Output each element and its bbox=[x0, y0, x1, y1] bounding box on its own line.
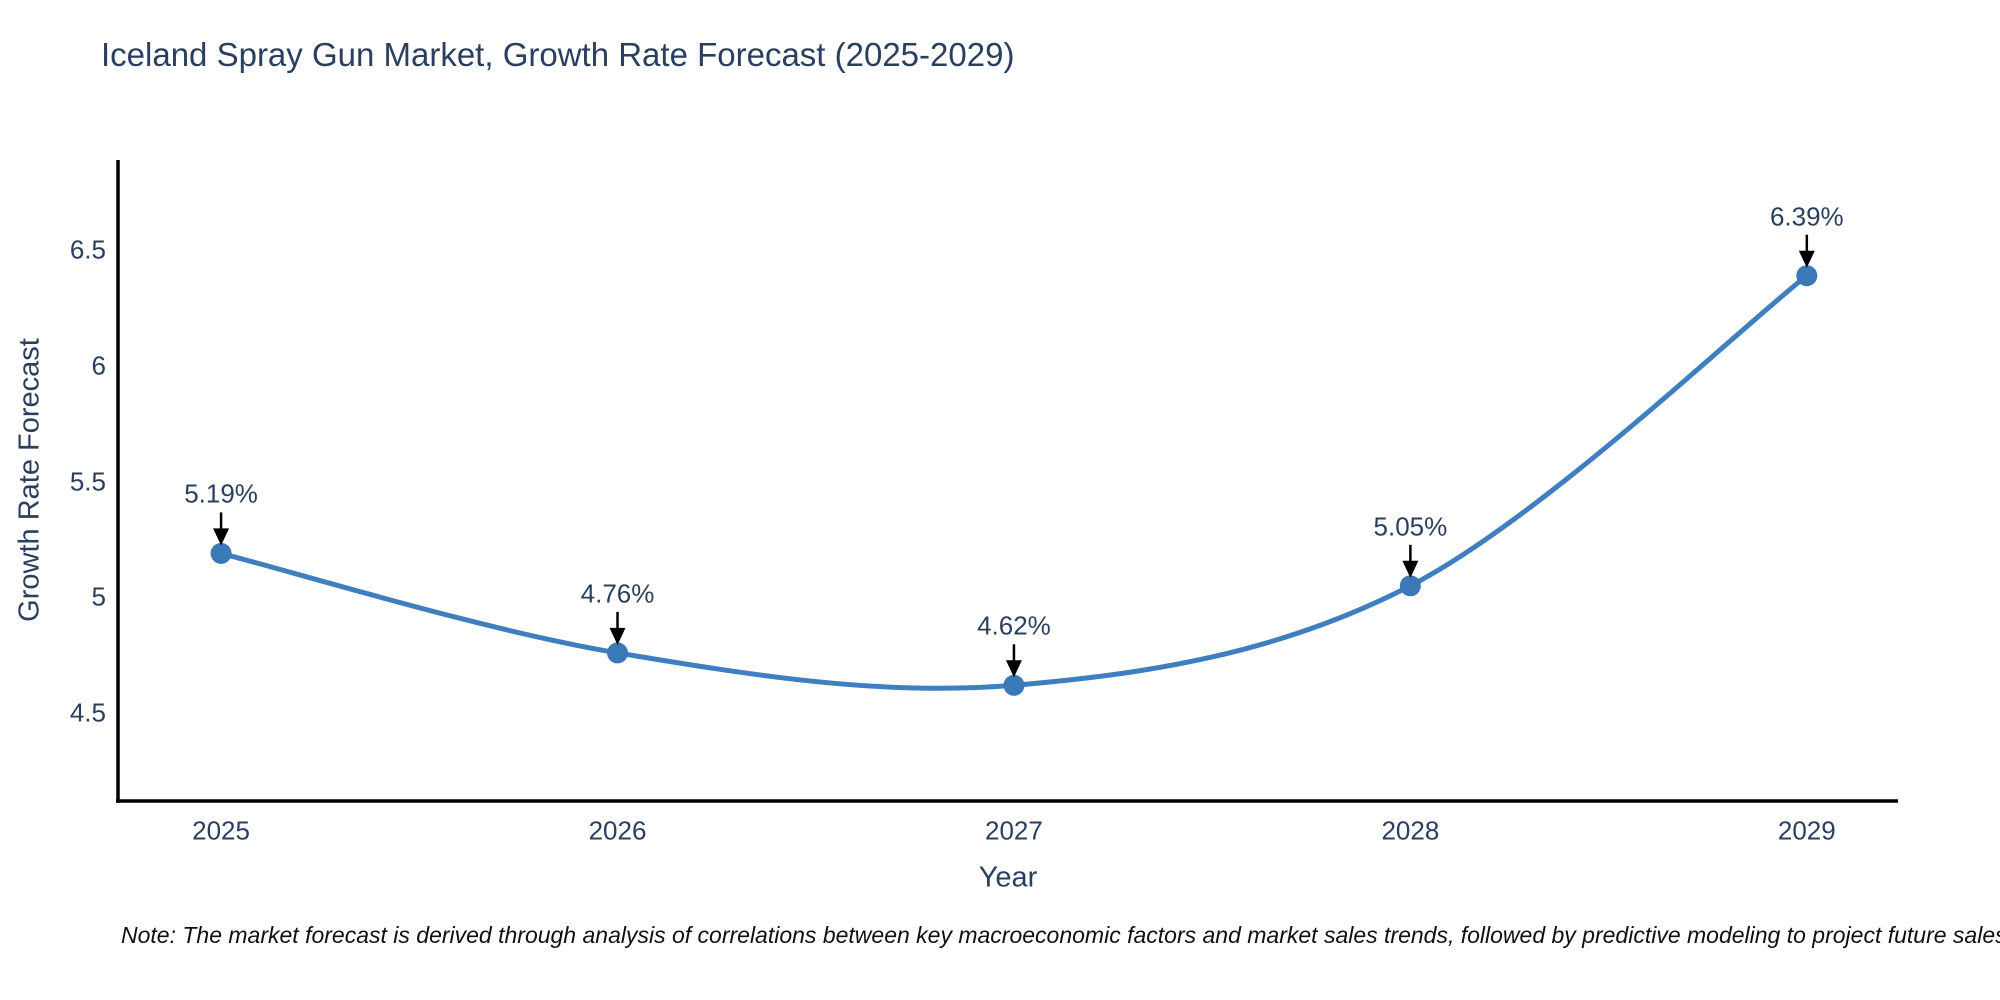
point-value-label: 4.76% bbox=[580, 578, 655, 609]
point-value-label: 4.62% bbox=[977, 610, 1051, 641]
annotation-arrowhead bbox=[609, 627, 626, 645]
data-point-marker bbox=[607, 642, 629, 664]
x-tick-label: 2028 bbox=[1381, 815, 1440, 846]
y-tick-label: 6.5 bbox=[69, 234, 106, 265]
chart-title: Iceland Spray Gun Market, Growth Rate Fo… bbox=[101, 36, 1015, 73]
x-tick-label: 2027 bbox=[985, 815, 1043, 846]
point-value-label: 5.19% bbox=[184, 478, 258, 509]
y-tick-label: 6 bbox=[91, 350, 106, 381]
y-tick-label: 5.5 bbox=[69, 466, 106, 497]
data-point-marker bbox=[1796, 265, 1818, 287]
annotation-arrowhead bbox=[213, 528, 230, 546]
annotation-arrowhead bbox=[1402, 560, 1419, 578]
data-point-marker bbox=[1399, 575, 1421, 597]
footnote: Note: The market forecast is derived thr… bbox=[121, 922, 2000, 948]
point-value-label: 5.05% bbox=[1373, 511, 1448, 542]
y-tick-label: 5 bbox=[91, 581, 106, 612]
y-tick-label: 4.5 bbox=[69, 697, 106, 728]
data-point-marker bbox=[210, 542, 232, 564]
annotation-arrowhead bbox=[1005, 660, 1022, 678]
x-axis-title: Year bbox=[978, 861, 1038, 894]
x-tick-label: 2026 bbox=[588, 815, 647, 846]
x-tick-label: 2025 bbox=[192, 815, 250, 846]
x-tick-label: 2029 bbox=[1777, 815, 1836, 846]
annotation-arrowhead bbox=[1798, 250, 1815, 268]
point-value-label: 6.39% bbox=[1769, 201, 1844, 232]
data-point-marker bbox=[1003, 674, 1025, 696]
